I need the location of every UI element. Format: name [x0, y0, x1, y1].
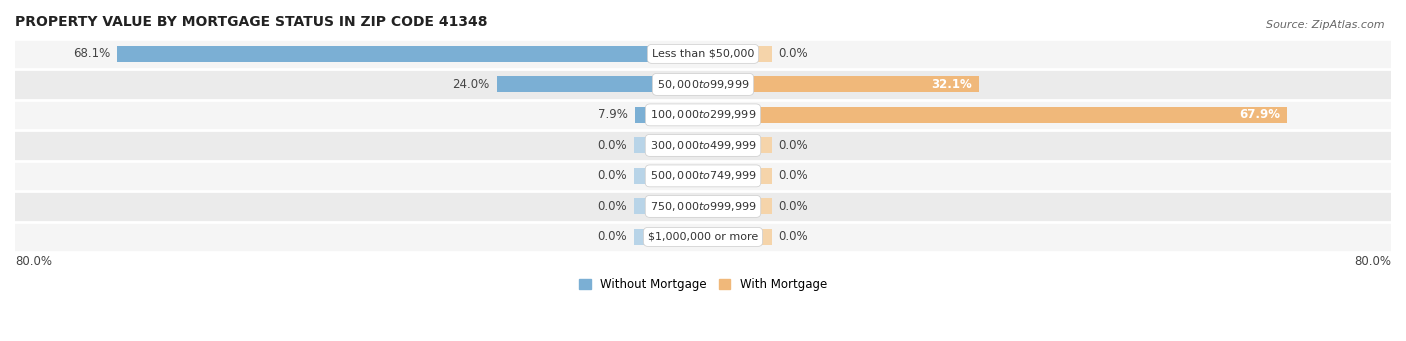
Bar	[0, 222, 1406, 252]
Text: $50,000 to $99,999: $50,000 to $99,999	[657, 78, 749, 91]
Bar	[634, 198, 703, 214]
Text: 0.0%: 0.0%	[598, 231, 627, 243]
Text: 24.0%: 24.0%	[453, 78, 489, 91]
Bar	[117, 46, 703, 62]
Text: 0.0%: 0.0%	[779, 169, 808, 182]
Bar	[0, 191, 1406, 222]
Text: PROPERTY VALUE BY MORTGAGE STATUS IN ZIP CODE 41348: PROPERTY VALUE BY MORTGAGE STATUS IN ZIP…	[15, 15, 488, 29]
Text: 0.0%: 0.0%	[779, 139, 808, 152]
Bar	[634, 137, 703, 153]
Text: 67.9%: 67.9%	[1239, 108, 1279, 121]
Bar	[634, 229, 703, 245]
Bar	[0, 39, 1406, 69]
Bar	[636, 107, 703, 123]
Bar	[703, 46, 772, 62]
Bar	[634, 168, 703, 184]
Bar	[0, 100, 1406, 130]
Legend: Without Mortgage, With Mortgage: Without Mortgage, With Mortgage	[574, 273, 832, 295]
Bar	[703, 229, 772, 245]
Bar	[703, 198, 772, 214]
Text: Source: ZipAtlas.com: Source: ZipAtlas.com	[1267, 20, 1385, 30]
Bar	[496, 76, 703, 92]
Bar	[703, 107, 1286, 123]
Bar	[703, 168, 772, 184]
Bar	[703, 137, 772, 153]
Text: Less than $50,000: Less than $50,000	[652, 49, 754, 59]
Bar	[0, 69, 1406, 100]
Bar	[703, 76, 979, 92]
Text: $1,000,000 or more: $1,000,000 or more	[648, 232, 758, 242]
Text: 0.0%: 0.0%	[779, 47, 808, 60]
Text: 7.9%: 7.9%	[599, 108, 628, 121]
Text: 0.0%: 0.0%	[598, 169, 627, 182]
Bar	[0, 161, 1406, 191]
Text: 80.0%: 80.0%	[15, 255, 52, 268]
Text: $100,000 to $299,999: $100,000 to $299,999	[650, 108, 756, 121]
Text: $750,000 to $999,999: $750,000 to $999,999	[650, 200, 756, 213]
Text: 80.0%: 80.0%	[1354, 255, 1391, 268]
Text: 0.0%: 0.0%	[779, 200, 808, 213]
Text: $500,000 to $749,999: $500,000 to $749,999	[650, 169, 756, 182]
Text: 0.0%: 0.0%	[598, 139, 627, 152]
Text: 0.0%: 0.0%	[779, 231, 808, 243]
Text: 32.1%: 32.1%	[931, 78, 972, 91]
Text: 0.0%: 0.0%	[598, 200, 627, 213]
Text: $300,000 to $499,999: $300,000 to $499,999	[650, 139, 756, 152]
Text: 68.1%: 68.1%	[73, 47, 111, 60]
Bar	[0, 130, 1406, 161]
